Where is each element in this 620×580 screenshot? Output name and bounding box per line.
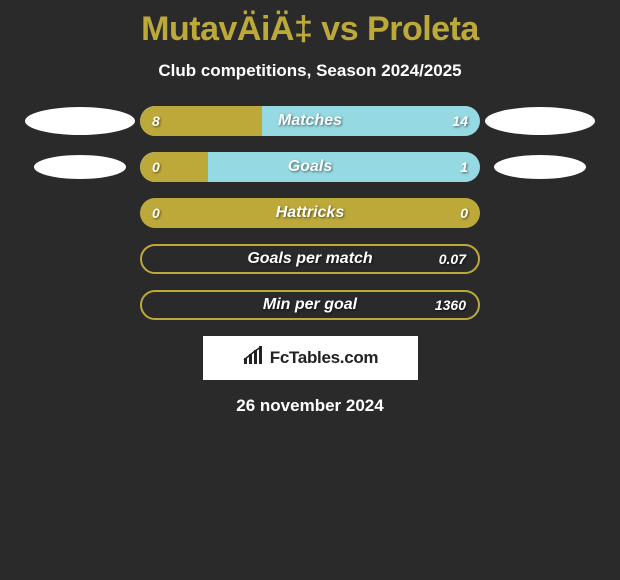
stat-row: 0Hattricks0	[0, 198, 620, 228]
team-badge-left	[20, 107, 140, 135]
stat-value-right: 0.07	[439, 246, 466, 272]
stat-bar: 0Hattricks0	[140, 198, 480, 228]
stat-bar: Goals per match0.07	[140, 244, 480, 274]
source-name: FcTables.com	[270, 348, 379, 368]
ellipse-icon	[25, 107, 135, 135]
stat-value-right: 1360	[435, 292, 466, 318]
stat-row: Min per goal1360	[0, 290, 620, 320]
stat-label: Goals	[140, 152, 480, 182]
stats-container: 8Matches140Goals10Hattricks0Goals per ma…	[0, 106, 620, 320]
ellipse-icon	[485, 107, 595, 135]
stat-bar: 8Matches14	[140, 106, 480, 136]
ellipse-icon	[34, 155, 126, 179]
stat-label: Goals per match	[142, 246, 478, 272]
team-badge-right	[480, 107, 600, 135]
date-line: 26 november 2024	[0, 396, 620, 416]
stat-value-right: 14	[452, 106, 468, 136]
stat-row: Goals per match0.07	[0, 244, 620, 274]
ellipse-icon	[494, 155, 586, 179]
chart-icon	[242, 346, 266, 371]
stat-value-right: 0	[460, 198, 468, 228]
stat-row: 0Goals1	[0, 152, 620, 182]
stat-label: Hattricks	[140, 198, 480, 228]
page-title: MutavÄiÄ‡ vs Proleta	[0, 0, 620, 49]
page-subtitle: Club competitions, Season 2024/2025	[0, 61, 620, 81]
stat-bar: 0Goals1	[140, 152, 480, 182]
source-badge: FcTables.com	[203, 336, 418, 380]
team-badge-left	[20, 155, 140, 179]
stat-label: Matches	[140, 106, 480, 136]
team-badge-right	[480, 155, 600, 179]
stat-label: Min per goal	[142, 292, 478, 318]
stat-bar: Min per goal1360	[140, 290, 480, 320]
stat-row: 8Matches14	[0, 106, 620, 136]
stat-value-right: 1	[460, 152, 468, 182]
